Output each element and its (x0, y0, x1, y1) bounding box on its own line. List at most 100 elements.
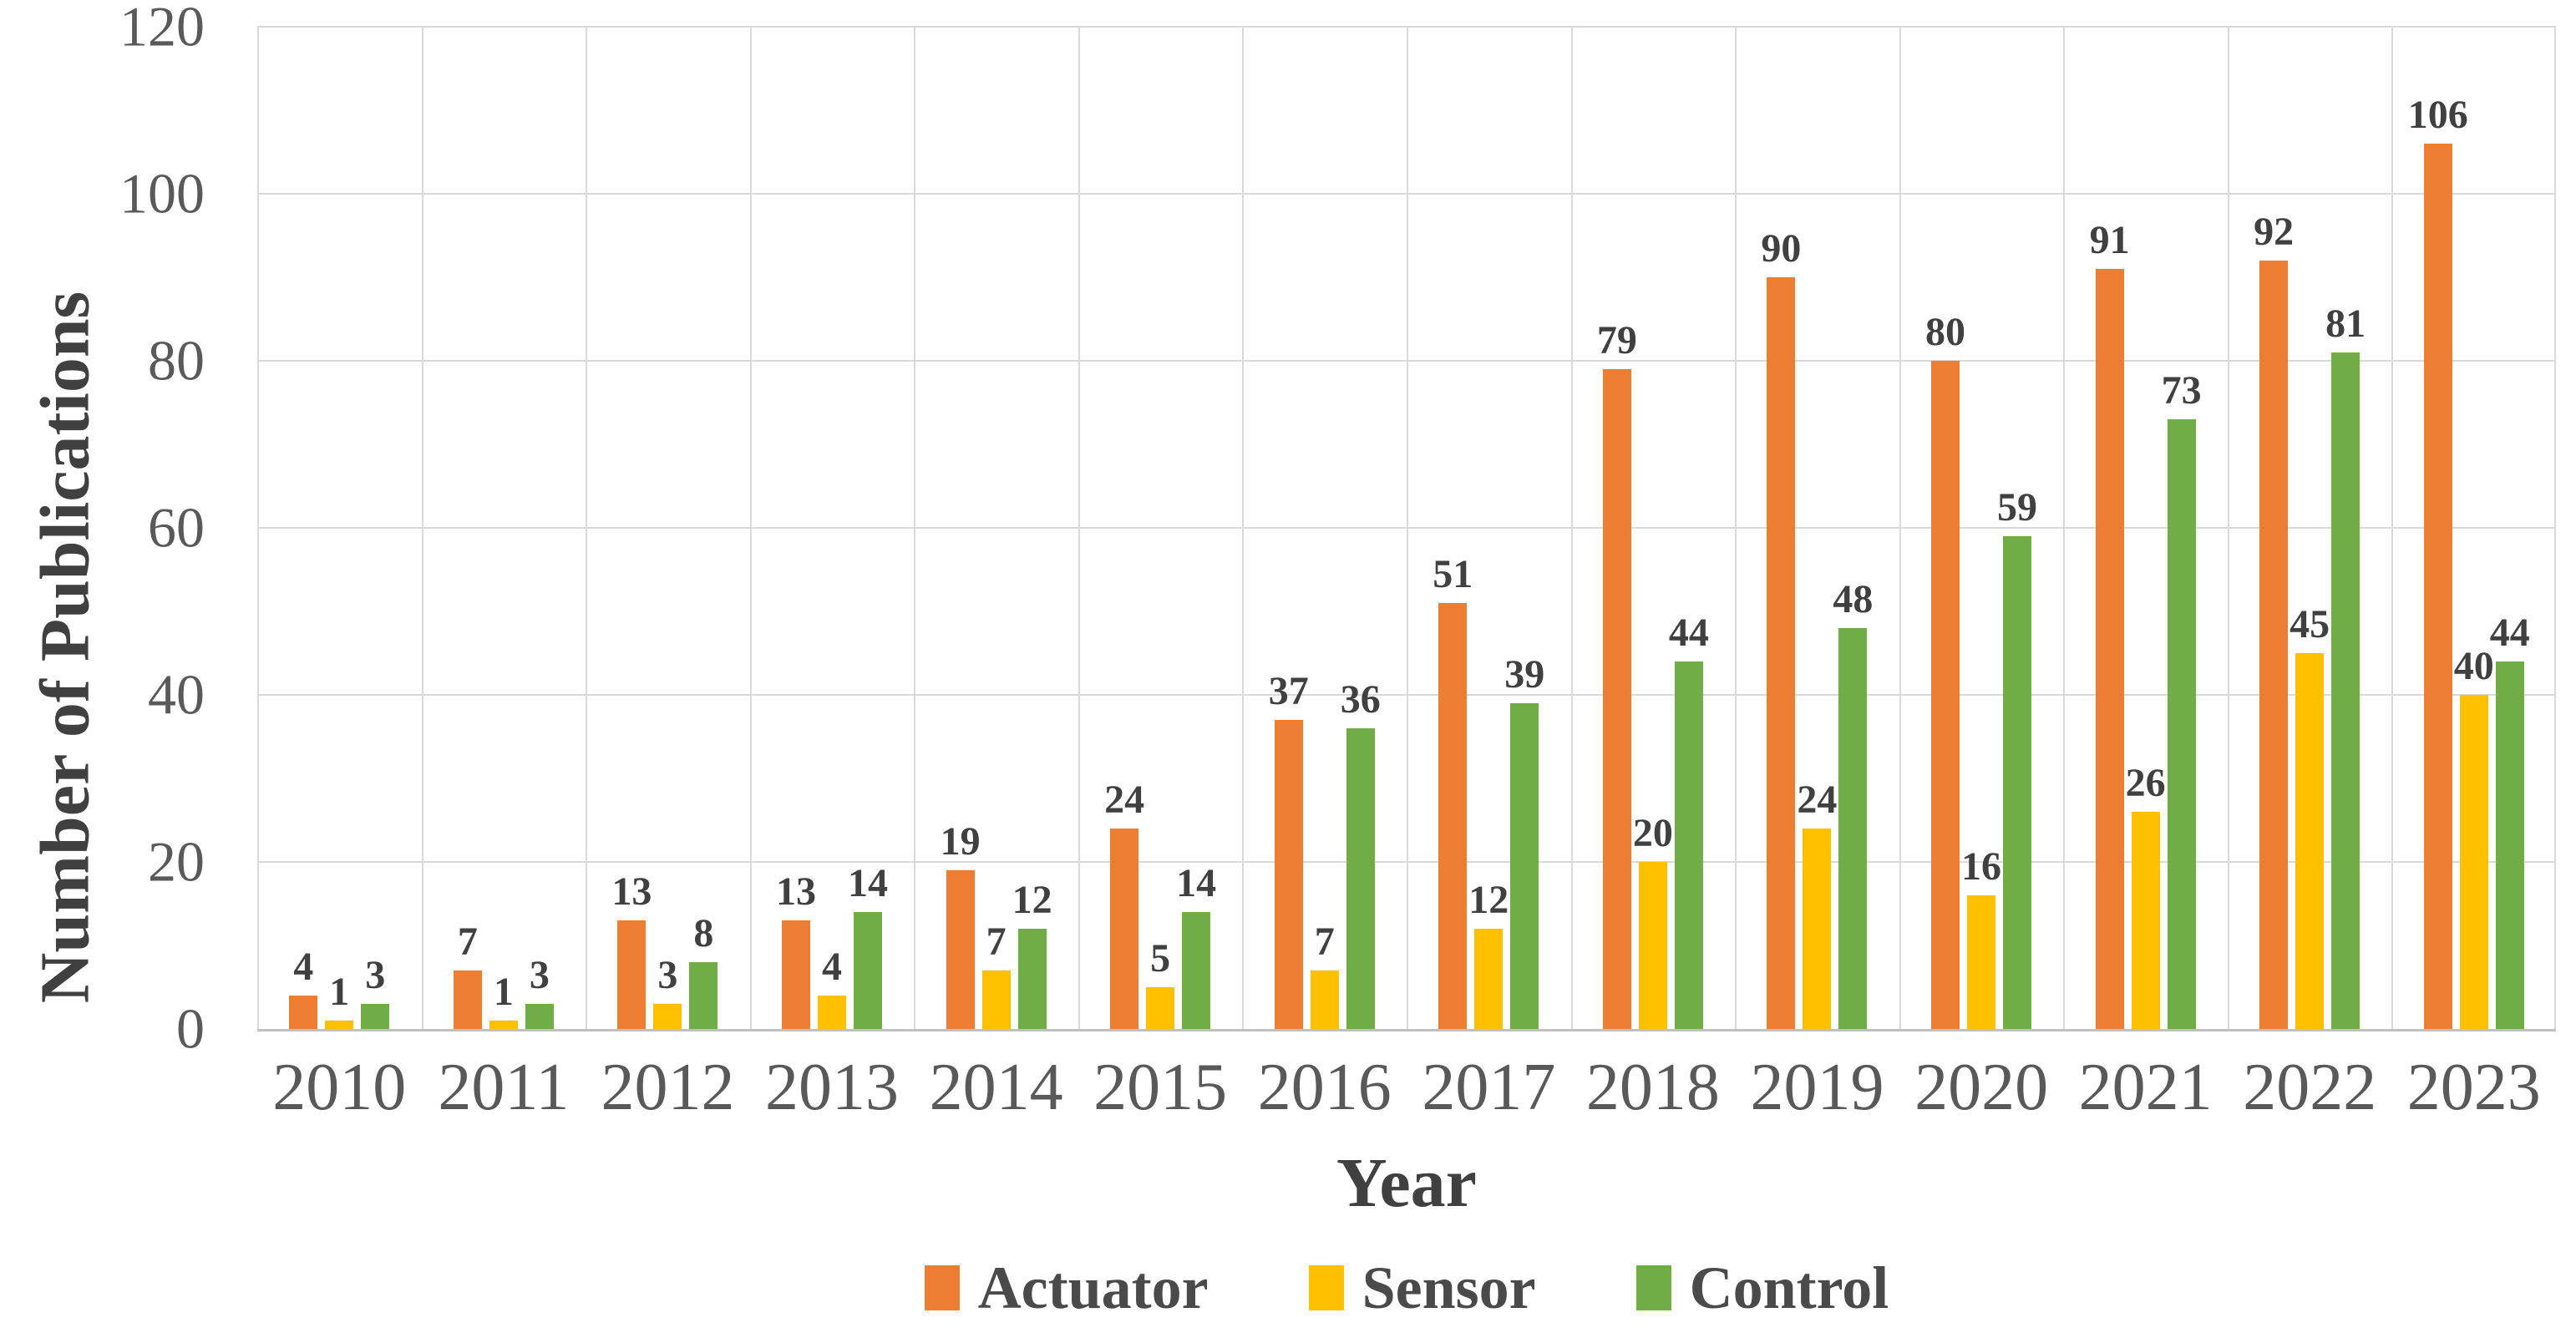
gridline-vertical (1735, 27, 1737, 1029)
bar-value-label: 37 (1268, 669, 1309, 713)
bar-sensor: 1 (489, 972, 518, 1029)
legend-item-control: Control (1635, 1254, 1889, 1321)
bar-actuator: 79 (1597, 321, 1637, 1029)
bar-value-label: 44 (1668, 611, 1709, 655)
x-tick-label: 2018 (1585, 1051, 1720, 1124)
bar-value-label: 59 (1996, 485, 2037, 530)
x-tick-label: 2019 (1750, 1051, 1884, 1124)
y-tick-label: 60 (148, 495, 205, 560)
gridline-vertical (1407, 27, 1408, 1029)
x-tick-label: 2012 (601, 1051, 735, 1124)
bar-sensor: 45 (2289, 605, 2330, 1029)
bar-sensor: 20 (1633, 813, 1673, 1029)
bar-value-label: 13 (775, 869, 816, 914)
gridline-vertical (2554, 27, 2556, 1029)
bar-value-label: 3 (365, 953, 386, 997)
x-tick-label: 2016 (1257, 1051, 1392, 1124)
bar-control: 44 (1669, 613, 1709, 1029)
legend-swatch-control (1635, 1265, 1671, 1310)
bar-actuator: 4 (289, 947, 318, 1029)
bar-group: 106 40 44 (2391, 27, 2556, 1029)
bar-value-label: 3 (529, 953, 550, 997)
bar-sensor: 26 (2126, 763, 2166, 1029)
bar-value-label: 92 (2254, 210, 2295, 254)
bar-group: 79 20 44 (1571, 27, 1736, 1029)
y-tick-label: 120 (119, 0, 205, 58)
bar-actuator: 13 (611, 872, 652, 1029)
bar-control: 44 (2490, 613, 2530, 1029)
x-tick-label: 2010 (272, 1051, 407, 1124)
bar-actuator: 106 (2408, 95, 2468, 1029)
bar-actuator: 90 (1761, 229, 1801, 1029)
bar-value-label: 8 (693, 911, 714, 955)
bar-value-label: 44 (2489, 611, 2530, 655)
bar-value-label: 19 (940, 819, 981, 864)
y-tick-label: 0 (176, 996, 205, 1061)
bar-group: 80 16 59 (1899, 27, 2064, 1029)
legend-item-actuator: Actuator (924, 1258, 1209, 1318)
legend-label-control: Control (1689, 1254, 1889, 1321)
bar-control: 48 (1833, 580, 1873, 1029)
bar-sensor: 1 (325, 972, 354, 1029)
bar-value-label: 24 (1104, 778, 1145, 822)
bar-value-label: 90 (1761, 226, 1802, 271)
legend-item-sensor: Sensor (1308, 1254, 1536, 1321)
legend-label-sensor: Sensor (1362, 1254, 1536, 1321)
bar-value-label: 12 (1012, 878, 1052, 922)
y-tick-label: 40 (148, 662, 205, 727)
x-tick-label: 2023 (2406, 1051, 2541, 1124)
bar-control: 14 (848, 864, 888, 1029)
bar-value-label: 12 (1468, 878, 1509, 922)
bar-sensor: 16 (1961, 847, 2001, 1029)
x-tick-label: 2014 (929, 1051, 1063, 1124)
bar-value-label: 79 (1596, 318, 1637, 362)
bar-sensor: 40 (2454, 646, 2494, 1029)
bar-actuator: 91 (2090, 220, 2130, 1029)
bar-group: 92 45 81 (2228, 27, 2392, 1029)
bar-control: 81 (2325, 304, 2366, 1029)
gridline-vertical (1078, 27, 1080, 1029)
bar-group: 13 3 8 (586, 27, 750, 1029)
gridline-vertical (257, 27, 259, 1029)
x-tick-label: 2015 (1093, 1051, 1228, 1124)
x-tick-label: 2013 (765, 1051, 900, 1124)
x-tick-label: 2021 (2078, 1051, 2213, 1124)
x-tick-label: 2022 (2243, 1051, 2377, 1124)
x-tick-label: 2011 (438, 1051, 570, 1124)
bar-value-label: 91 (2089, 218, 2130, 262)
bar-actuator: 24 (1104, 780, 1144, 1029)
bar-group: 13 4 14 (750, 27, 915, 1029)
bar-sensor: 7 (1310, 922, 1339, 1029)
bar-value-label: 4 (821, 945, 842, 989)
bar-value-label: 48 (1833, 577, 1874, 621)
gridline-vertical (749, 27, 752, 1029)
bar-sensor: 3 (653, 955, 682, 1029)
x-tick-label: 2017 (1422, 1051, 1556, 1124)
bar-actuator: 80 (1925, 312, 1965, 1029)
bar-value-label: 5 (1150, 936, 1171, 981)
y-tick-label: 20 (148, 829, 205, 894)
gridline-vertical (914, 27, 916, 1029)
bar-value-label: 1 (329, 970, 350, 1014)
bar-value-label: 1 (493, 970, 514, 1014)
bar-control: 12 (1012, 880, 1052, 1029)
bar-value-label: 16 (1960, 844, 2001, 889)
bar-value-label: 106 (2407, 93, 2468, 137)
bar-actuator: 51 (1433, 555, 1473, 1029)
gridline-vertical (2227, 27, 2229, 1029)
bar-control: 8 (689, 914, 718, 1029)
y-tick-label: 100 (119, 161, 205, 226)
bar-sensor: 12 (1468, 880, 1509, 1029)
bar-group: 51 12 39 (1407, 27, 1571, 1029)
gridline-vertical (421, 27, 423, 1029)
bar-control: 3 (525, 955, 554, 1029)
bar-control: 73 (2162, 371, 2202, 1029)
legend-swatch-actuator (924, 1265, 960, 1310)
x-tick-label: 2020 (1914, 1051, 2049, 1124)
bar-value-label: 13 (611, 869, 652, 914)
bar-group: 91 26 73 (2063, 27, 2228, 1029)
bar-control: 36 (1341, 680, 1381, 1029)
